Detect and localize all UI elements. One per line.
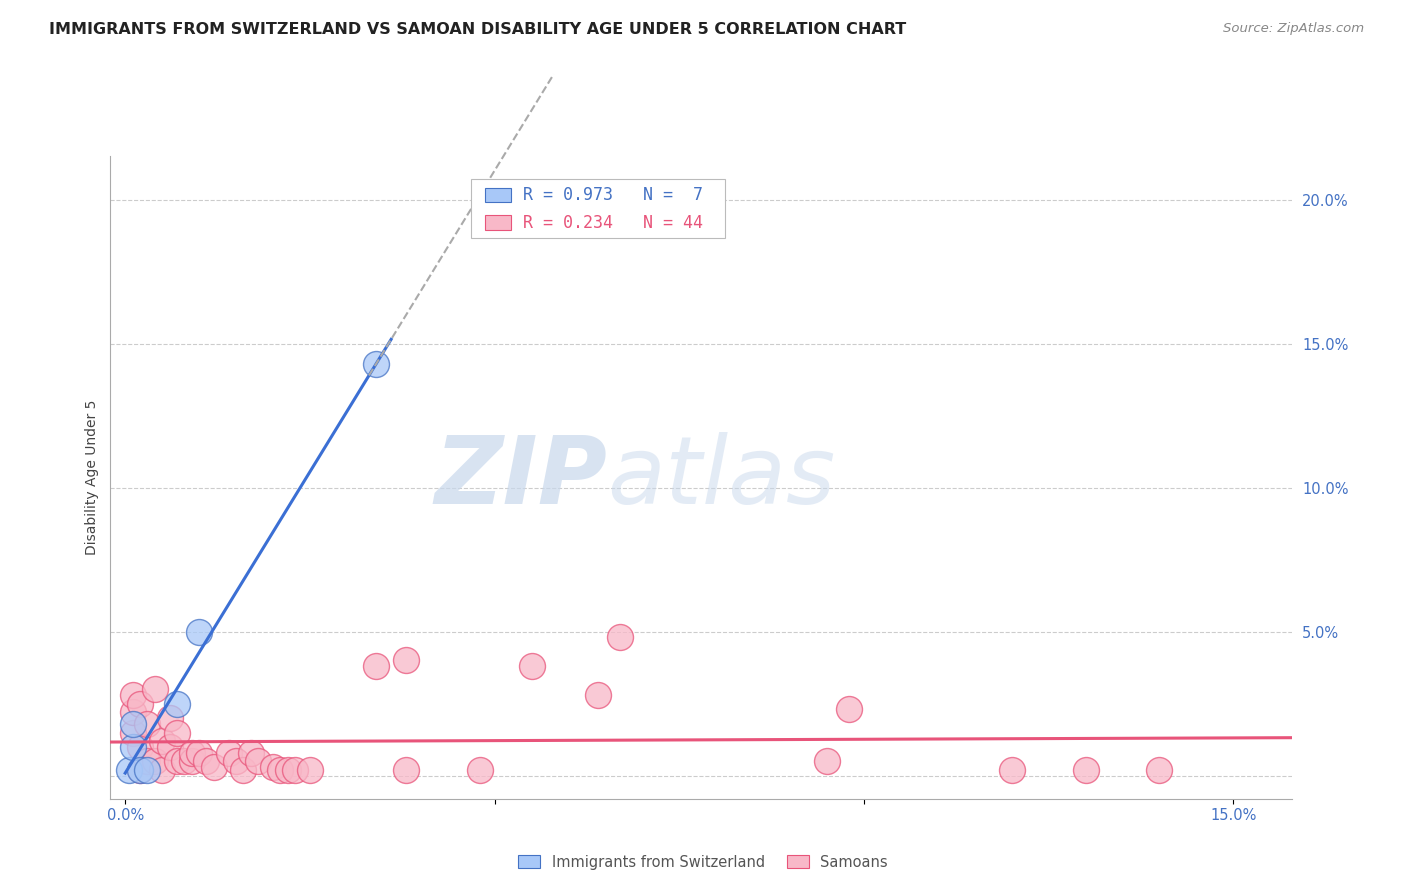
Point — [395, 763, 418, 777]
Point — [143, 754, 166, 768]
Text: atlas: atlas — [607, 432, 835, 523]
Point — [159, 711, 181, 725]
Point — [129, 763, 152, 777]
Point — [284, 763, 307, 777]
Text: ZIP: ZIP — [434, 432, 607, 524]
Point — [247, 754, 270, 768]
Text: Source: ZipAtlas.com: Source: ZipAtlas.com — [1223, 22, 1364, 36]
Text: IMMIGRANTS FROM SWITZERLAND VS SAMOAN DISABILITY AGE UNDER 5 CORRELATION CHART: IMMIGRANTS FROM SWITZERLAND VS SAMOAN DI… — [49, 22, 907, 37]
Point — [262, 760, 284, 774]
Point — [225, 754, 247, 768]
Point — [121, 688, 143, 702]
Point — [1001, 763, 1024, 777]
Point — [166, 697, 188, 711]
Point — [180, 754, 202, 768]
Point — [166, 725, 188, 739]
Point — [180, 746, 202, 760]
Y-axis label: Disability Age Under 5: Disability Age Under 5 — [86, 400, 100, 555]
Point — [166, 754, 188, 768]
Point — [1149, 763, 1171, 777]
Legend: Immigrants from Switzerland, Samoans: Immigrants from Switzerland, Samoans — [512, 849, 894, 876]
Point — [150, 734, 173, 748]
Point — [298, 763, 321, 777]
Point — [136, 717, 159, 731]
Text: R = 0.234   N = 44: R = 0.234 N = 44 — [523, 213, 703, 232]
Point — [277, 763, 299, 777]
Point — [121, 717, 143, 731]
Point — [1074, 763, 1097, 777]
Point — [121, 739, 143, 754]
Point — [159, 739, 181, 754]
FancyBboxPatch shape — [485, 188, 512, 202]
Point — [129, 739, 152, 754]
Point — [366, 357, 388, 371]
Point — [520, 659, 543, 673]
Point — [366, 659, 388, 673]
Point — [586, 688, 609, 702]
Point — [136, 763, 159, 777]
Point — [202, 760, 225, 774]
Point — [218, 746, 240, 760]
Point — [173, 754, 195, 768]
Point — [269, 763, 291, 777]
Point — [121, 706, 143, 720]
Point — [239, 746, 262, 760]
Point — [188, 624, 211, 639]
Point — [118, 763, 141, 777]
Point — [609, 631, 631, 645]
Point — [143, 682, 166, 697]
Point — [121, 725, 143, 739]
Point — [129, 697, 152, 711]
FancyBboxPatch shape — [471, 179, 725, 238]
Point — [150, 763, 173, 777]
FancyBboxPatch shape — [485, 216, 512, 229]
Point — [188, 746, 211, 760]
Point — [129, 763, 152, 777]
Point — [195, 754, 218, 768]
Point — [468, 763, 491, 777]
Point — [815, 754, 838, 768]
Point — [232, 763, 254, 777]
Text: R = 0.973   N =  7: R = 0.973 N = 7 — [523, 186, 703, 204]
Point — [838, 702, 860, 716]
Point — [136, 754, 159, 768]
Point — [395, 653, 418, 667]
